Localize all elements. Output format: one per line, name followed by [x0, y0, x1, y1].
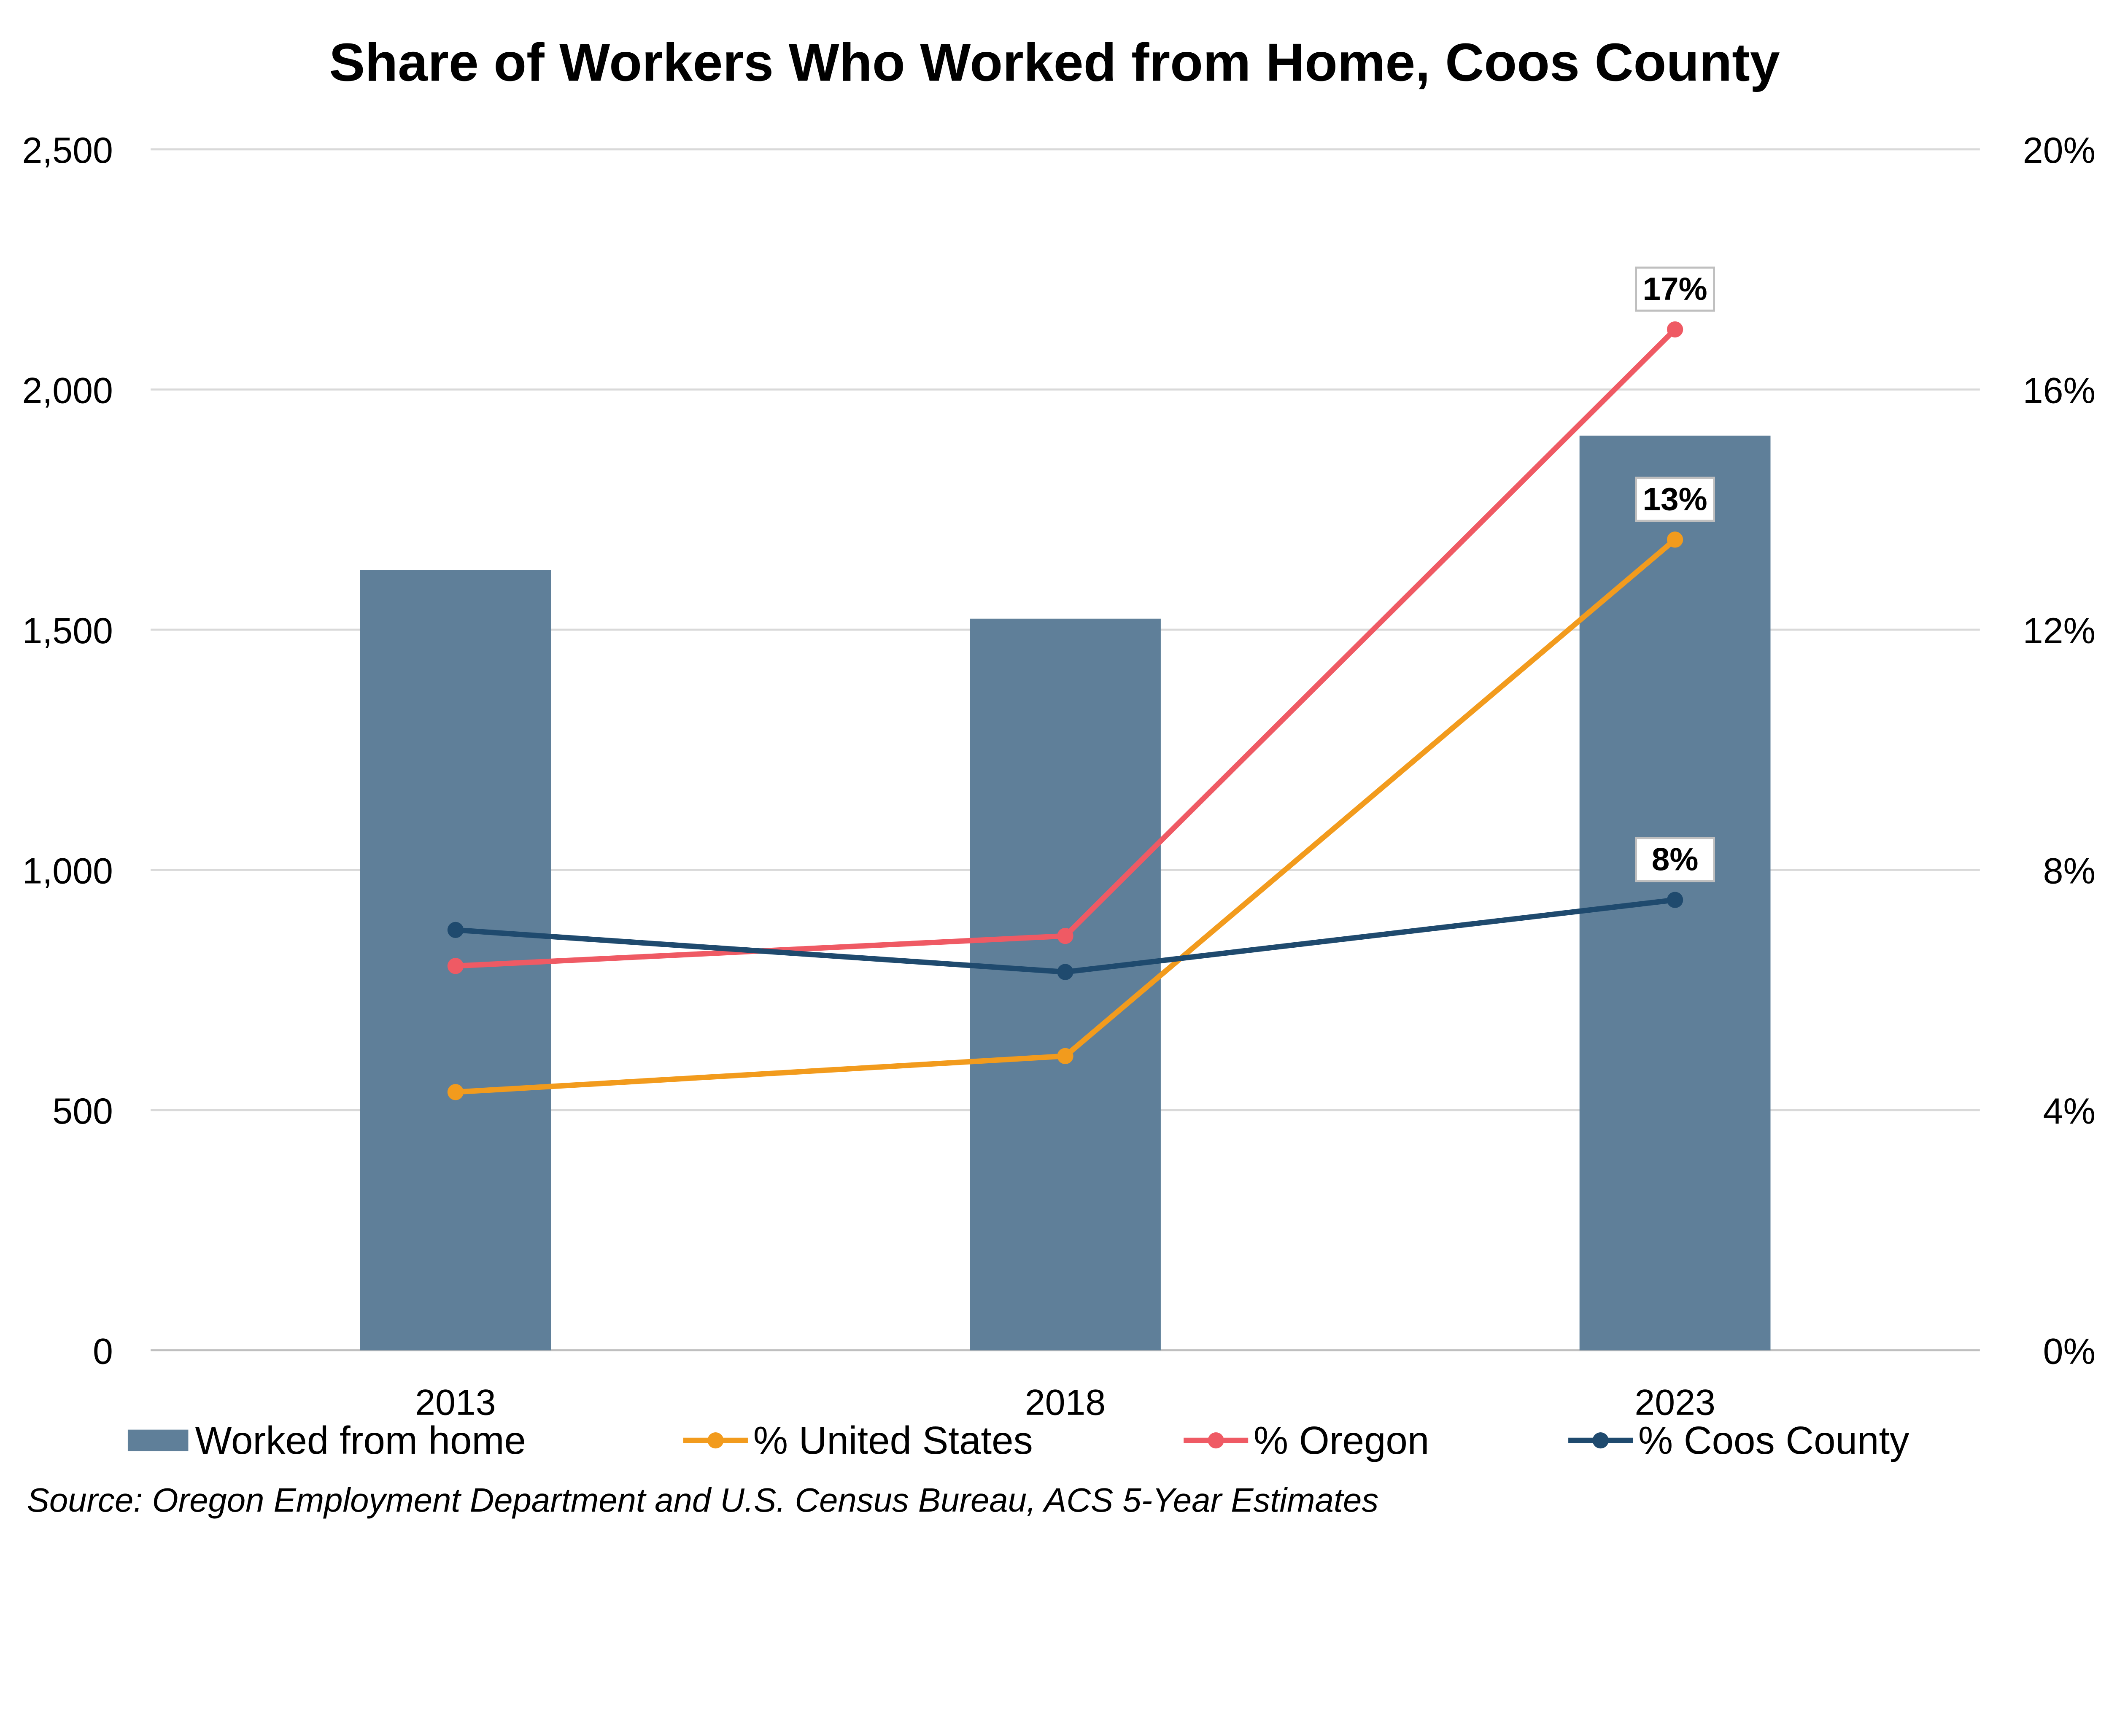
y-left-tick-label: 1,000: [22, 851, 113, 891]
data-label: 13%: [1643, 481, 1707, 517]
axes: 0 500 1,000 1,500 2,000 2,500 0% 4% 8% 12% 16% 20% 2…: [22, 130, 2096, 1423]
data-point: [1057, 1048, 1073, 1065]
legend-marker: [1592, 1432, 1609, 1449]
data-point: [1057, 927, 1073, 944]
legend-label: % United States: [753, 1418, 1033, 1462]
y-left-tick-label: 500: [52, 1091, 113, 1132]
data-label-box: [1635, 477, 1715, 522]
lines: 13% 17% 8%: [447, 267, 1715, 1100]
data-point: [447, 958, 464, 974]
x-tick-label: 2018: [1025, 1383, 1106, 1423]
legend: Worked from home % United States % Oregon%…: [127, 1418, 1909, 1462]
x-tick-label: 2013: [415, 1383, 496, 1423]
y-right-tick-label: 20%: [2023, 130, 2096, 171]
data-label-box: [1635, 837, 1715, 882]
chart-title: Share of Workers Who Worked from Home, C…: [329, 32, 1780, 92]
y-right-tick-label: 12%: [2023, 611, 2096, 651]
y-left-tick-label: 2,500: [22, 130, 113, 171]
chart: Share of Workers Who Worked from Home, C…: [22, 32, 2096, 1519]
legend-label: % Coos County: [1638, 1418, 1909, 1462]
x-tick-label: 2023: [1634, 1383, 1715, 1423]
y-right-tick-label: 0%: [2043, 1331, 2096, 1372]
y-right-tick-label: 4%: [2043, 1091, 2096, 1132]
data-point: [1667, 321, 1683, 338]
y-left-tick-label: 2,000: [22, 370, 113, 411]
data-point: [1667, 531, 1683, 548]
y-right-tick-label: 8%: [2043, 851, 2096, 891]
data-label-box: [1635, 267, 1715, 312]
data-point: [447, 1084, 464, 1100]
legend-marker: [707, 1432, 724, 1449]
source-note: Source: Oregon Employment Department and…: [27, 1481, 1378, 1519]
data-point: [1667, 892, 1683, 908]
data-point: [1057, 964, 1073, 980]
legend-label: % Oregon: [1254, 1418, 1429, 1462]
data-label: 8%: [1652, 842, 1699, 878]
y-left-tick-label: 1,500: [22, 611, 113, 651]
y-left-tick-label: 0: [93, 1331, 113, 1372]
data-label: 17%: [1643, 271, 1707, 307]
bar: [970, 618, 1161, 1351]
legend-swatch: [127, 1429, 189, 1451]
y-right-tick-label: 16%: [2023, 370, 2096, 411]
legend-label: Worked from home: [195, 1418, 526, 1462]
bars: [360, 435, 1771, 1351]
legend-marker: [1208, 1432, 1224, 1449]
data-point: [447, 922, 464, 938]
